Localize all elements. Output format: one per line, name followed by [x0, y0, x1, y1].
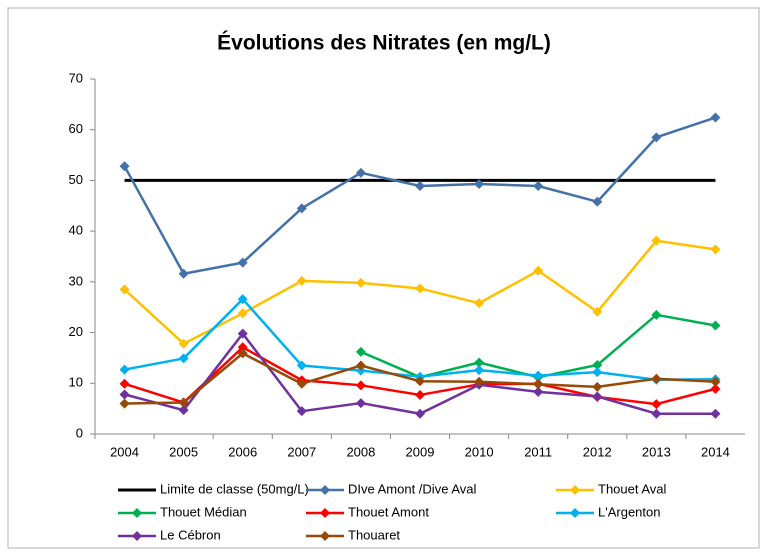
x-tick-label: 2007 — [287, 444, 316, 459]
y-tick-label: 60 — [69, 121, 83, 136]
data-point — [355, 346, 366, 357]
data-point — [710, 408, 721, 419]
data-point — [237, 348, 248, 359]
data-point — [355, 360, 366, 371]
data-point — [533, 386, 544, 397]
data-point — [533, 265, 544, 276]
data-point — [533, 379, 544, 390]
data-point — [237, 294, 248, 305]
data-point — [651, 309, 662, 320]
legend-label: Thouaret — [348, 527, 400, 542]
chart-border — [7, 7, 760, 549]
y-tick-label: 0 — [76, 425, 83, 440]
data-point — [355, 380, 366, 391]
legend-label: DIve Amont /Dive Aval — [348, 481, 476, 496]
data-point — [178, 268, 189, 279]
legend-label: Thouet Amont — [348, 504, 429, 519]
data-point — [178, 405, 189, 416]
legend-label: Thouet Aval — [598, 481, 667, 496]
data-point — [415, 408, 425, 419]
data-point — [710, 244, 721, 255]
y-tick-label: 50 — [69, 172, 83, 187]
x-tick-label: 2009 — [406, 444, 435, 459]
y-tick-label: 30 — [69, 273, 83, 288]
data-point — [592, 360, 603, 371]
x-tick-label: 2014 — [701, 444, 730, 459]
legend-marker — [132, 531, 142, 541]
x-tick-label: 2012 — [583, 444, 612, 459]
legend-marker — [132, 508, 142, 518]
x-tick-label: 2006 — [228, 444, 257, 459]
data-point — [533, 181, 544, 192]
data-point — [178, 397, 189, 408]
data-point — [119, 398, 130, 409]
data-point — [296, 378, 307, 389]
y-tick-label: 10 — [69, 375, 83, 390]
data-point — [296, 203, 307, 214]
data-point — [296, 275, 307, 286]
x-tick-label: 2013 — [642, 444, 671, 459]
legend-label: L'Argenton — [598, 504, 660, 519]
data-point — [355, 365, 366, 376]
data-point — [710, 112, 721, 123]
data-point — [592, 306, 603, 317]
data-point — [355, 398, 366, 409]
legend-marker — [320, 508, 330, 518]
data-point — [592, 367, 603, 378]
data-point — [415, 283, 425, 294]
legend-marker — [320, 531, 330, 541]
data-point — [355, 277, 366, 288]
data-point — [119, 284, 130, 295]
y-tick-label: 20 — [69, 324, 83, 339]
data-point — [592, 196, 603, 207]
data-point — [710, 320, 721, 331]
legend-marker — [320, 485, 330, 495]
data-point — [415, 376, 425, 387]
data-point — [474, 376, 485, 387]
data-point — [474, 357, 485, 368]
data-point — [119, 161, 130, 172]
data-point — [651, 235, 662, 246]
data-point — [237, 342, 248, 353]
data-point — [119, 389, 130, 400]
data-point — [415, 389, 425, 400]
data-point — [415, 181, 425, 192]
legend-label: Thouet Médian — [160, 504, 247, 519]
data-point — [355, 167, 366, 178]
data-point — [474, 365, 485, 376]
data-point — [592, 381, 603, 392]
chart-title: Évolutions des Nitrates (en mg/L) — [217, 32, 551, 55]
data-point — [119, 364, 130, 375]
data-point — [710, 376, 721, 387]
data-point — [296, 406, 307, 417]
data-point — [474, 298, 485, 309]
data-point — [237, 257, 248, 268]
data-point — [592, 391, 603, 402]
data-point — [651, 399, 662, 410]
data-point — [533, 370, 544, 381]
data-point — [651, 373, 662, 384]
data-point — [296, 360, 307, 371]
data-point — [710, 383, 721, 394]
data-point — [237, 308, 248, 319]
legend-label: Le Cébron — [160, 527, 221, 542]
x-tick-label: 2008 — [346, 444, 375, 459]
x-tick-label: 2011 — [524, 444, 552, 459]
x-tick-label: 2005 — [169, 444, 198, 459]
data-point — [651, 408, 662, 419]
y-tick-label: 70 — [69, 70, 83, 85]
x-tick-label: 2004 — [110, 444, 139, 459]
data-point — [474, 178, 485, 189]
data-point — [119, 378, 130, 389]
y-tick-label: 40 — [69, 223, 83, 238]
data-point — [178, 353, 189, 364]
data-point — [178, 338, 189, 349]
legend-label: Limite de classe (50mg/L) — [160, 481, 309, 496]
data-point — [651, 132, 662, 143]
data-point — [237, 328, 248, 339]
x-tick-label: 2010 — [465, 444, 494, 459]
legend-marker — [570, 485, 580, 495]
legend-marker — [570, 508, 580, 518]
